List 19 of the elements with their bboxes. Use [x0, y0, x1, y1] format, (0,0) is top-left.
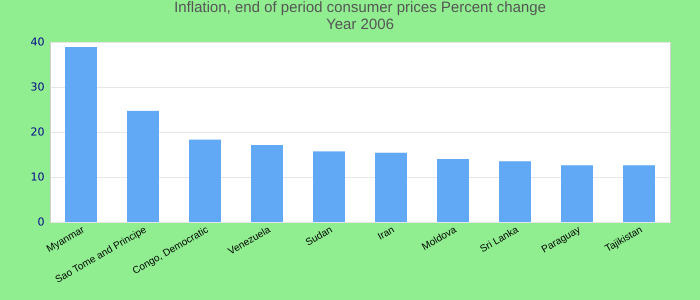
bar — [251, 145, 283, 222]
chart-title: Inflation, end of period consumer prices Percent change — [174, 0, 546, 16]
bar — [127, 110, 159, 222]
bar — [623, 165, 655, 222]
bar — [561, 165, 593, 222]
bar — [65, 46, 97, 222]
y-tick-label: 30 — [30, 80, 44, 94]
y-tick-label: 20 — [30, 126, 44, 138]
x-tick-label: Iran — [376, 224, 396, 243]
bar — [189, 140, 221, 222]
bar — [313, 151, 345, 222]
y-tick-label: 0 — [38, 216, 44, 228]
y-tick-label: 10 — [30, 170, 44, 184]
bar — [437, 159, 469, 222]
y-tick-label: 40 — [30, 36, 44, 48]
x-tick-label: Sri Lanka — [478, 224, 521, 256]
chart-subtitle: Year 2006 — [326, 16, 394, 33]
bar — [375, 152, 407, 222]
bar — [499, 161, 531, 222]
